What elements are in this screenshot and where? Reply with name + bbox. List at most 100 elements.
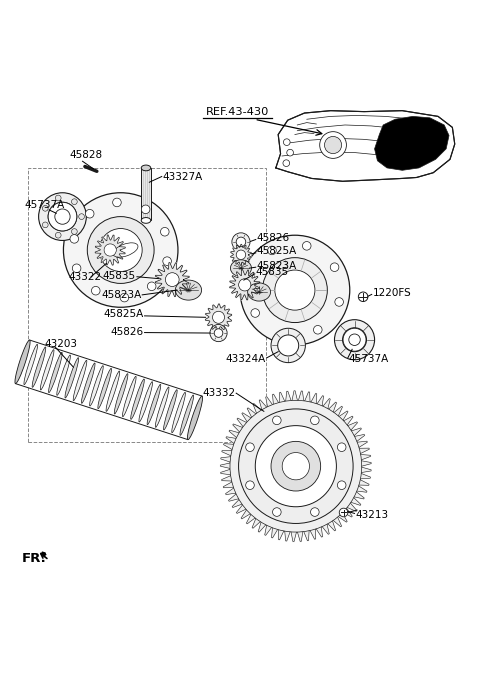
- Circle shape: [255, 426, 336, 506]
- Circle shape: [113, 198, 121, 207]
- Text: 45737A: 45737A: [349, 354, 389, 364]
- Ellipse shape: [131, 379, 144, 420]
- Circle shape: [335, 298, 343, 306]
- Circle shape: [320, 132, 347, 158]
- Circle shape: [302, 242, 311, 250]
- Circle shape: [232, 233, 250, 251]
- Ellipse shape: [248, 283, 271, 301]
- Ellipse shape: [139, 382, 153, 422]
- Circle shape: [271, 442, 321, 491]
- Circle shape: [359, 292, 368, 302]
- Circle shape: [279, 330, 288, 339]
- Ellipse shape: [180, 395, 193, 435]
- Ellipse shape: [40, 349, 54, 390]
- Circle shape: [141, 205, 150, 214]
- Polygon shape: [155, 263, 189, 297]
- Text: 45737A: 45737A: [24, 200, 64, 210]
- Circle shape: [271, 328, 305, 362]
- Circle shape: [55, 232, 61, 238]
- Polygon shape: [230, 245, 252, 265]
- Circle shape: [55, 195, 61, 201]
- Circle shape: [311, 416, 319, 424]
- Circle shape: [251, 309, 260, 318]
- Circle shape: [63, 193, 178, 307]
- Text: 45825A: 45825A: [257, 247, 297, 256]
- Text: 43332: 43332: [202, 388, 235, 398]
- Ellipse shape: [15, 340, 30, 384]
- Circle shape: [343, 328, 366, 351]
- Circle shape: [311, 508, 319, 516]
- Circle shape: [330, 263, 339, 271]
- Polygon shape: [276, 111, 455, 181]
- Text: 1220FS: 1220FS: [372, 288, 411, 298]
- Circle shape: [213, 311, 225, 323]
- Text: 45835: 45835: [256, 267, 289, 277]
- Circle shape: [349, 334, 360, 345]
- Circle shape: [263, 258, 327, 322]
- Circle shape: [163, 257, 171, 265]
- Circle shape: [337, 443, 346, 451]
- Circle shape: [79, 214, 84, 220]
- Circle shape: [287, 150, 293, 156]
- Circle shape: [240, 235, 350, 345]
- Circle shape: [268, 246, 276, 255]
- Ellipse shape: [164, 390, 177, 430]
- Polygon shape: [15, 340, 202, 440]
- Circle shape: [324, 136, 342, 154]
- Circle shape: [278, 335, 299, 356]
- Text: 43324A: 43324A: [226, 354, 266, 364]
- Circle shape: [48, 203, 77, 231]
- Circle shape: [339, 508, 348, 517]
- Circle shape: [273, 416, 281, 424]
- Circle shape: [343, 328, 366, 351]
- Circle shape: [283, 138, 290, 145]
- Text: 45823A: 45823A: [257, 261, 297, 271]
- Ellipse shape: [230, 260, 252, 276]
- Text: 43322: 43322: [68, 271, 101, 282]
- Circle shape: [335, 320, 374, 360]
- Circle shape: [55, 209, 70, 224]
- Polygon shape: [229, 269, 260, 300]
- Circle shape: [246, 443, 254, 451]
- Text: 43203: 43203: [44, 338, 77, 349]
- Text: 45825A: 45825A: [103, 309, 144, 320]
- Circle shape: [282, 453, 310, 480]
- Text: FR.: FR.: [22, 552, 46, 565]
- Polygon shape: [205, 304, 232, 331]
- Ellipse shape: [90, 366, 103, 406]
- Circle shape: [120, 294, 129, 302]
- Circle shape: [275, 270, 315, 310]
- Circle shape: [48, 203, 77, 231]
- Ellipse shape: [32, 347, 46, 387]
- Ellipse shape: [141, 165, 151, 171]
- Ellipse shape: [175, 280, 202, 300]
- Circle shape: [92, 287, 100, 295]
- Circle shape: [166, 273, 179, 287]
- Circle shape: [239, 279, 251, 291]
- Circle shape: [147, 282, 156, 291]
- Text: 45826: 45826: [110, 327, 144, 337]
- Circle shape: [246, 274, 255, 282]
- Circle shape: [72, 199, 77, 205]
- Ellipse shape: [114, 373, 128, 414]
- Circle shape: [313, 325, 322, 334]
- Text: 45826: 45826: [257, 233, 290, 243]
- Ellipse shape: [147, 384, 161, 424]
- Text: 43327A: 43327A: [163, 172, 203, 181]
- Circle shape: [273, 508, 281, 516]
- Circle shape: [236, 237, 246, 247]
- Ellipse shape: [106, 371, 120, 411]
- FancyBboxPatch shape: [141, 168, 151, 220]
- Ellipse shape: [141, 218, 151, 223]
- Circle shape: [70, 234, 79, 243]
- Ellipse shape: [24, 344, 37, 384]
- Circle shape: [38, 193, 86, 240]
- Text: 45835: 45835: [103, 271, 136, 281]
- Ellipse shape: [188, 398, 202, 438]
- Polygon shape: [95, 235, 125, 265]
- Circle shape: [160, 227, 169, 236]
- Text: 45828: 45828: [70, 150, 103, 161]
- Circle shape: [236, 250, 246, 260]
- Text: 43213: 43213: [356, 510, 389, 520]
- Circle shape: [87, 216, 154, 283]
